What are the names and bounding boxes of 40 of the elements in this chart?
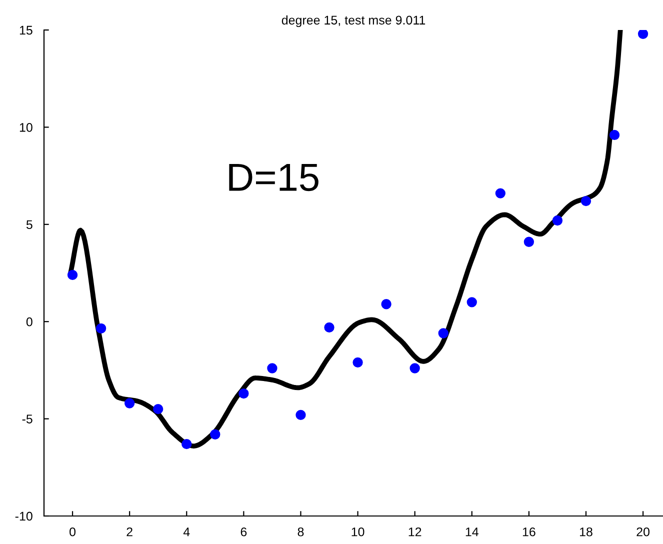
x-tick-label: 12: [408, 527, 422, 536]
annotation: D=15: [229, 164, 318, 192]
point: [381, 299, 392, 310]
y-tick-label: -10: [15, 512, 32, 521]
y-tick-label: 5: [26, 220, 32, 230]
point: [466, 297, 477, 308]
y-tick-label: 10: [20, 123, 32, 132]
x-tick-label: 6: [240, 527, 247, 536]
point: [210, 429, 220, 440]
x-tick-label: 8: [298, 527, 304, 536]
chart-title: degree 15, test mse 9.011: [282, 15, 426, 28]
point: [410, 363, 420, 374]
point: [296, 410, 306, 420]
point: [609, 130, 620, 140]
x-tick-label: 14: [466, 528, 478, 536]
point: [124, 398, 135, 408]
point: [238, 388, 249, 399]
point: [638, 30, 648, 39]
point: [324, 322, 334, 333]
point: [96, 323, 106, 334]
point: [267, 363, 278, 374]
x-tick-label: 16: [522, 527, 536, 536]
point: [552, 215, 563, 226]
x-tick-label: 4: [183, 528, 190, 536]
x-tick-label: 2: [126, 527, 132, 536]
point: [495, 188, 506, 198]
point: [153, 404, 164, 414]
x-tick-label: 20: [636, 527, 650, 536]
point: [182, 438, 192, 450]
y-tick-label: 15: [20, 26, 32, 35]
x-tick-label: 18: [580, 527, 592, 536]
x-tick-label: 0: [70, 527, 76, 536]
point: [67, 270, 78, 280]
point: [352, 357, 363, 368]
point: [580, 196, 592, 206]
y-tick-label: -5: [22, 414, 32, 424]
x-tick-label: 10: [352, 527, 364, 536]
point: [524, 236, 534, 247]
y-tick-label: 0: [26, 317, 32, 326]
point: [438, 328, 448, 338]
